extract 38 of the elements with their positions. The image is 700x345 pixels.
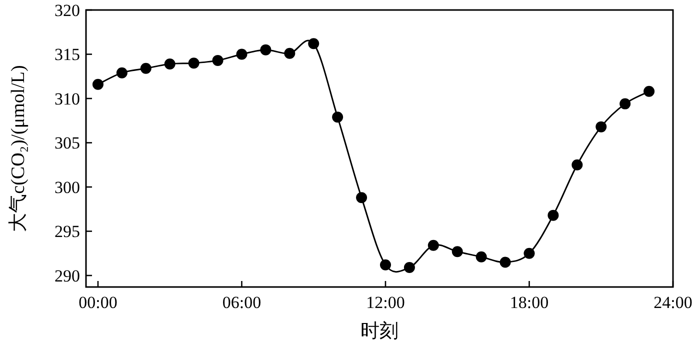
x-tick-label: 00:00 [78, 293, 118, 312]
point [164, 58, 176, 70]
point [596, 121, 607, 132]
point [452, 246, 463, 258]
point [500, 256, 511, 268]
point [620, 98, 631, 110]
y-tick-label: 320 [54, 1, 80, 20]
point [260, 44, 272, 56]
y-tick-label: 305 [54, 134, 80, 153]
point [332, 112, 344, 123]
x-tick-label: 06:00 [222, 293, 262, 312]
x-tick-label: 18:00 [510, 293, 549, 312]
point [476, 251, 487, 262]
point [308, 38, 320, 50]
point [92, 78, 104, 90]
point [428, 240, 439, 251]
point [236, 48, 248, 60]
y-tick-label: 300 [54, 178, 80, 197]
y-axis-title: 大气c(CO₂)/(μmol/L) [8, 65, 29, 232]
x-tick-label: 24:00 [654, 293, 692, 312]
point [188, 58, 200, 69]
point [116, 67, 128, 78]
y-tick-label: 315 [54, 45, 80, 64]
x-axis-title: 时刻 [360, 320, 398, 342]
point [572, 159, 583, 170]
point [524, 248, 535, 259]
y-tick-label: 310 [54, 90, 80, 108]
point [140, 62, 152, 74]
point [380, 259, 391, 270]
y-tick-label: 290 [54, 266, 80, 286]
point [356, 192, 368, 204]
point [404, 262, 415, 274]
point [548, 210, 559, 221]
point [644, 86, 655, 97]
x-tick-label: 12:00 [366, 293, 405, 312]
point [212, 54, 224, 66]
point [284, 48, 296, 59]
y-tick-label: 295 [54, 222, 80, 242]
